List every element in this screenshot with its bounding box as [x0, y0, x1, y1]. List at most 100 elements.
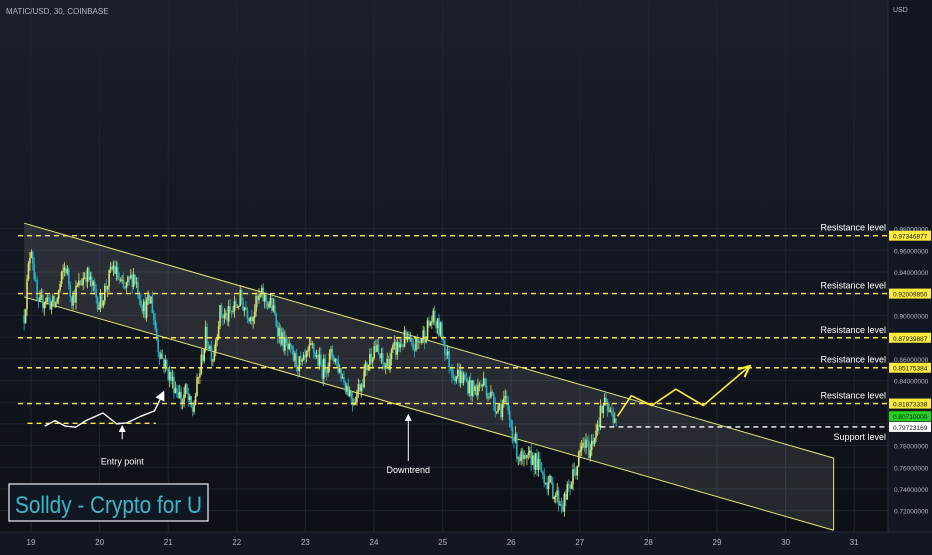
candle-body — [465, 378, 468, 381]
price-badge-text: 0.97346877 — [893, 234, 928, 241]
candle-body — [165, 360, 168, 368]
candle-body — [374, 346, 377, 352]
candle-body — [135, 282, 138, 284]
candle-body — [446, 351, 449, 355]
candle-body — [442, 338, 445, 341]
candle-body — [252, 317, 254, 322]
candle-body — [347, 385, 350, 396]
candle-body — [456, 369, 459, 377]
candle-body — [275, 314, 278, 327]
candle-body — [240, 290, 243, 302]
candle-body — [230, 310, 233, 312]
time-axis[interactable] — [0, 532, 932, 550]
candle-body — [213, 351, 216, 361]
candle-body — [177, 391, 180, 399]
candle-body — [163, 358, 165, 368]
candle-body — [452, 377, 455, 379]
x-tick-label: 28 — [644, 538, 653, 547]
candle-body — [27, 263, 30, 280]
candle-body — [248, 318, 250, 322]
price-badge-text: 0.87939887 — [893, 336, 928, 343]
support-level-label: Support level — [833, 432, 886, 442]
candle-body — [320, 354, 322, 365]
candle-body — [210, 346, 213, 362]
candle-body — [79, 280, 82, 285]
candle-body — [217, 326, 220, 339]
candle-body — [164, 360, 167, 368]
channel-upper-line — [24, 222, 834, 459]
candle-body — [547, 482, 550, 490]
candle-body — [536, 453, 538, 470]
candle-body — [531, 455, 534, 465]
candle-body — [350, 390, 352, 399]
candle-body — [379, 353, 381, 359]
candle-body — [200, 354, 203, 374]
candle-body — [298, 356, 301, 371]
candle-body — [580, 445, 583, 451]
candle-body — [382, 353, 384, 363]
candle-body — [459, 371, 462, 383]
candle-body — [526, 455, 528, 458]
candle-body — [102, 300, 105, 307]
candle-body — [72, 294, 74, 306]
candle-body — [458, 369, 461, 383]
candle-body — [613, 418, 616, 423]
candle-body — [69, 284, 72, 297]
candle-body — [268, 303, 270, 308]
candle-body — [250, 316, 253, 322]
price-axis[interactable] — [888, 0, 932, 532]
candle-body — [199, 373, 201, 378]
resistance-level-label: Resistance level — [820, 281, 886, 291]
candle-body — [358, 384, 361, 392]
candle-body — [393, 341, 396, 346]
x-tick-label: 26 — [507, 538, 516, 547]
candle-body — [76, 285, 79, 287]
resistance-level-label: Resistance level — [820, 325, 886, 335]
candle-body — [227, 306, 230, 322]
candle-body — [397, 341, 400, 348]
candle-body — [204, 326, 207, 349]
candle-body — [292, 349, 295, 361]
x-tick-label: 23 — [301, 538, 310, 547]
candle-body — [477, 385, 479, 396]
candle-body — [586, 439, 589, 441]
candle-body — [286, 343, 289, 350]
candle-body — [527, 453, 530, 456]
candle-body — [145, 300, 148, 318]
candle-body — [495, 411, 498, 413]
candle-body — [386, 358, 388, 366]
candle-body — [482, 378, 485, 386]
resistance-level-label: Resistance level — [820, 223, 886, 233]
candle-body — [274, 305, 276, 315]
candle-body — [380, 353, 383, 359]
candle-body — [207, 345, 210, 349]
candle-body — [212, 360, 214, 362]
candle-body — [416, 336, 419, 343]
candle-body — [147, 294, 149, 301]
candle-body — [140, 299, 142, 307]
candle-body — [219, 305, 221, 327]
candle-body — [451, 368, 453, 378]
candle-body — [467, 380, 469, 394]
price-badge — [889, 288, 931, 299]
price-badge — [889, 421, 931, 432]
candle-body — [410, 338, 413, 342]
candle-body — [237, 305, 240, 307]
candle-body — [171, 376, 174, 381]
candle-body — [589, 450, 592, 458]
candle-body — [494, 403, 497, 412]
candle-body — [307, 350, 309, 352]
candle-body — [104, 285, 106, 301]
candle-body — [364, 362, 367, 371]
candle-body — [232, 311, 234, 313]
candle-body — [255, 295, 257, 312]
candle-body — [174, 388, 177, 394]
candle-body — [549, 476, 551, 483]
y-tick-label: 0.94000000 — [894, 270, 929, 277]
candle-body — [425, 339, 427, 343]
candle-body — [229, 306, 231, 311]
candle-body — [468, 380, 471, 394]
candle-body — [464, 374, 466, 379]
candle-body — [428, 320, 430, 326]
